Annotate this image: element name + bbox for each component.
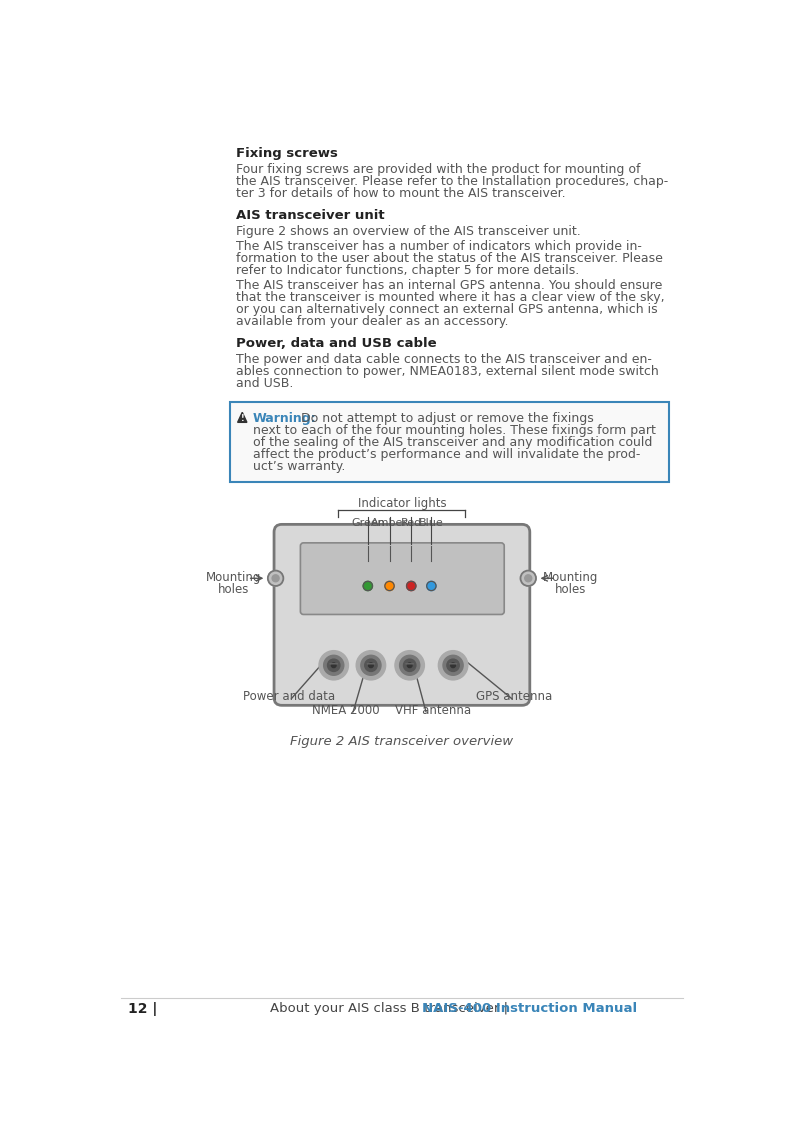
Text: !: ! xyxy=(240,415,244,424)
Circle shape xyxy=(369,663,373,667)
Circle shape xyxy=(365,659,377,672)
Text: ables connection to power, NMEA0183, external silent mode switch: ables connection to power, NMEA0183, ext… xyxy=(236,364,659,378)
Text: Figure 2 shows an overview of the AIS transceiver unit.: Figure 2 shows an overview of the AIS tr… xyxy=(236,224,581,238)
Circle shape xyxy=(363,581,372,591)
Text: The power and data cable connects to the AIS transceiver and en-: The power and data cable connects to the… xyxy=(236,353,652,366)
Text: Warning:: Warning: xyxy=(253,412,317,425)
Text: AIS transceiver unit: AIS transceiver unit xyxy=(236,210,385,222)
Circle shape xyxy=(438,650,468,680)
Text: VHF antenna: VHF antenna xyxy=(395,704,471,716)
Circle shape xyxy=(361,655,381,675)
Text: Mounting: Mounting xyxy=(542,572,598,584)
Text: About your AIS class B transceiver |: About your AIS class B transceiver | xyxy=(271,1002,513,1015)
Circle shape xyxy=(327,659,340,672)
Text: GPS antenna: GPS antenna xyxy=(476,690,553,703)
FancyBboxPatch shape xyxy=(274,524,530,705)
Circle shape xyxy=(400,655,420,675)
Text: Amber: Amber xyxy=(371,518,408,528)
Text: The AIS transceiver has a number of indicators which provide in-: The AIS transceiver has a number of indi… xyxy=(236,240,642,253)
Text: Mounting: Mounting xyxy=(206,572,261,584)
Text: holes: holes xyxy=(554,583,586,596)
Circle shape xyxy=(447,659,459,672)
Text: The AIS transceiver has an internal GPS antenna. You should ensure: The AIS transceiver has an internal GPS … xyxy=(236,279,663,292)
Text: Four fixing screws are provided with the product for mounting of: Four fixing screws are provided with the… xyxy=(236,163,641,175)
Circle shape xyxy=(520,571,536,585)
Circle shape xyxy=(356,650,385,680)
Text: Green: Green xyxy=(351,518,385,528)
Circle shape xyxy=(407,581,416,591)
Circle shape xyxy=(395,650,425,680)
FancyBboxPatch shape xyxy=(230,402,669,482)
Circle shape xyxy=(272,575,279,582)
FancyBboxPatch shape xyxy=(301,543,504,614)
Text: Power, data and USB cable: Power, data and USB cable xyxy=(236,337,436,351)
Text: Red: Red xyxy=(400,518,422,528)
Circle shape xyxy=(385,581,394,591)
Text: Blue: Blue xyxy=(419,518,444,528)
Circle shape xyxy=(443,655,463,675)
Text: Do not attempt to adjust or remove the fixings: Do not attempt to adjust or remove the f… xyxy=(297,412,593,425)
Circle shape xyxy=(331,663,336,667)
Circle shape xyxy=(323,655,344,675)
Text: refer to Indicator functions, chapter 5 for more details.: refer to Indicator functions, chapter 5 … xyxy=(236,264,579,277)
Text: Indicator lights: Indicator lights xyxy=(358,498,446,510)
Text: Figure 2 AIS transceiver overview: Figure 2 AIS transceiver overview xyxy=(290,735,513,747)
Text: ter 3 for details of how to mount the AIS transceiver.: ter 3 for details of how to mount the AI… xyxy=(236,187,566,199)
Circle shape xyxy=(451,663,455,667)
Text: of the sealing of the AIS transceiver and any modification could: of the sealing of the AIS transceiver an… xyxy=(253,436,652,449)
Text: 12 |: 12 | xyxy=(128,1002,157,1016)
Text: NMEA 2000: NMEA 2000 xyxy=(312,704,380,716)
Text: NAIS-400 Instruction Manual: NAIS-400 Instruction Manual xyxy=(422,1002,637,1015)
Text: uct’s warranty.: uct’s warranty. xyxy=(253,460,345,473)
Text: affect the product’s performance and will invalidate the prod-: affect the product’s performance and wil… xyxy=(253,448,641,461)
Text: or you can alternatively connect an external GPS antenna, which is: or you can alternatively connect an exte… xyxy=(236,303,658,316)
Text: the AIS transceiver. Please refer to the Installation procedures, chap-: the AIS transceiver. Please refer to the… xyxy=(236,174,668,188)
Text: next to each of the four mounting holes. These fixings form part: next to each of the four mounting holes.… xyxy=(253,424,656,437)
Circle shape xyxy=(268,571,283,585)
Text: that the transceiver is mounted where it has a clear view of the sky,: that the transceiver is mounted where it… xyxy=(236,290,665,304)
Text: and USB.: and USB. xyxy=(236,377,294,390)
Polygon shape xyxy=(238,412,247,423)
Circle shape xyxy=(407,663,412,667)
Circle shape xyxy=(427,581,436,591)
Circle shape xyxy=(319,650,349,680)
Text: holes: holes xyxy=(218,583,250,596)
Text: Power and data: Power and data xyxy=(243,690,336,703)
Circle shape xyxy=(524,575,531,582)
Text: Fixing screws: Fixing screws xyxy=(236,147,338,161)
Text: available from your dealer as an accessory.: available from your dealer as an accesso… xyxy=(236,314,509,328)
Text: formation to the user about the status of the AIS transceiver. Please: formation to the user about the status o… xyxy=(236,252,663,264)
Circle shape xyxy=(403,659,416,672)
